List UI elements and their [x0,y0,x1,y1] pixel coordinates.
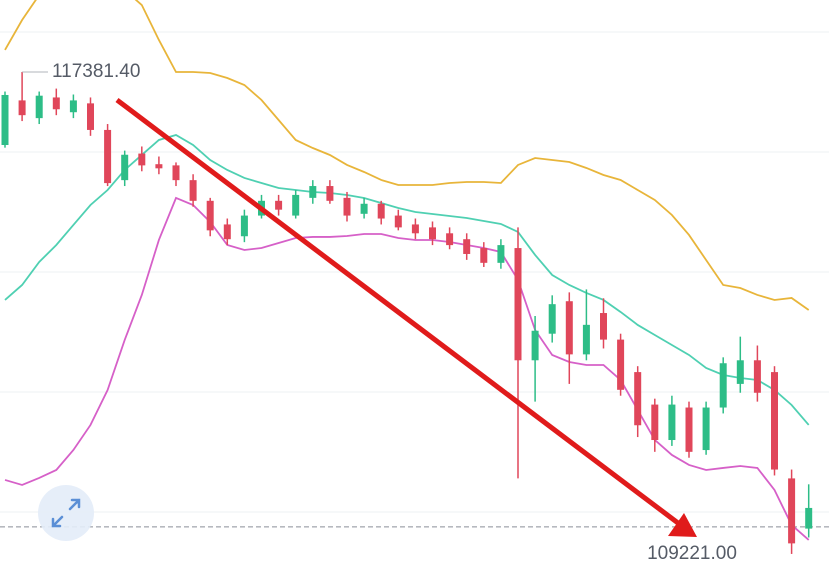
candle-body [719,363,727,408]
candle-body [87,103,94,130]
candle-body [446,233,454,246]
candle-body [1,94,9,145]
trend-arrow [115,98,697,537]
candle-body [702,407,710,451]
labels: 117381.40 109221.00 [22,61,755,567]
candle-body [35,95,43,119]
arrow-shaft [115,98,680,525]
candle-body [497,245,505,263]
candle-body [565,301,573,355]
candle-body [429,227,436,240]
candle-body [548,304,556,334]
candle-body [617,339,625,390]
candle-body [753,360,761,393]
expand-button[interactable] [38,485,94,541]
candle-body [634,372,642,426]
candle-body [189,180,197,201]
candle-body [326,186,334,201]
candle-body [788,478,796,544]
candle-body [240,215,248,237]
candle-body [104,129,112,184]
low-marker-bg [630,540,755,567]
candle-body [360,203,368,214]
candle-body [138,153,146,166]
candle-body [18,100,26,116]
candle-body [275,200,283,210]
expand-circle[interactable] [38,485,94,541]
candle-body [223,224,231,240]
candle-body [52,97,60,110]
candle-body [582,324,590,355]
expand-icon[interactable] [51,498,81,528]
candle-body [480,248,488,263]
candle-body [668,404,676,441]
band-line [4,0,810,311]
candle-body [292,194,300,216]
candle-body [805,507,813,529]
candle-body [343,197,351,216]
arrow-head [668,513,697,537]
candles [1,71,813,554]
candle-body [155,164,163,169]
candle-body [172,165,180,181]
candle-body [377,203,385,219]
candle-body [685,407,693,452]
candle-body [736,360,744,384]
candle-body [69,100,77,113]
candle-body [309,186,317,198]
candle-body [411,224,419,234]
low-marker-label: 109221.00 [647,543,737,564]
candle-body [531,330,539,361]
high-marker-label: 117381.40 [52,61,140,82]
candle-body [121,154,129,181]
candle-body [514,248,522,361]
candle-body [771,372,778,470]
band-line [4,196,810,541]
candle-body [463,239,471,254]
candle-body [600,313,607,340]
candle-body [206,200,214,231]
candle-body [651,404,659,441]
grid [0,31,829,513]
candle-body [394,215,402,228]
